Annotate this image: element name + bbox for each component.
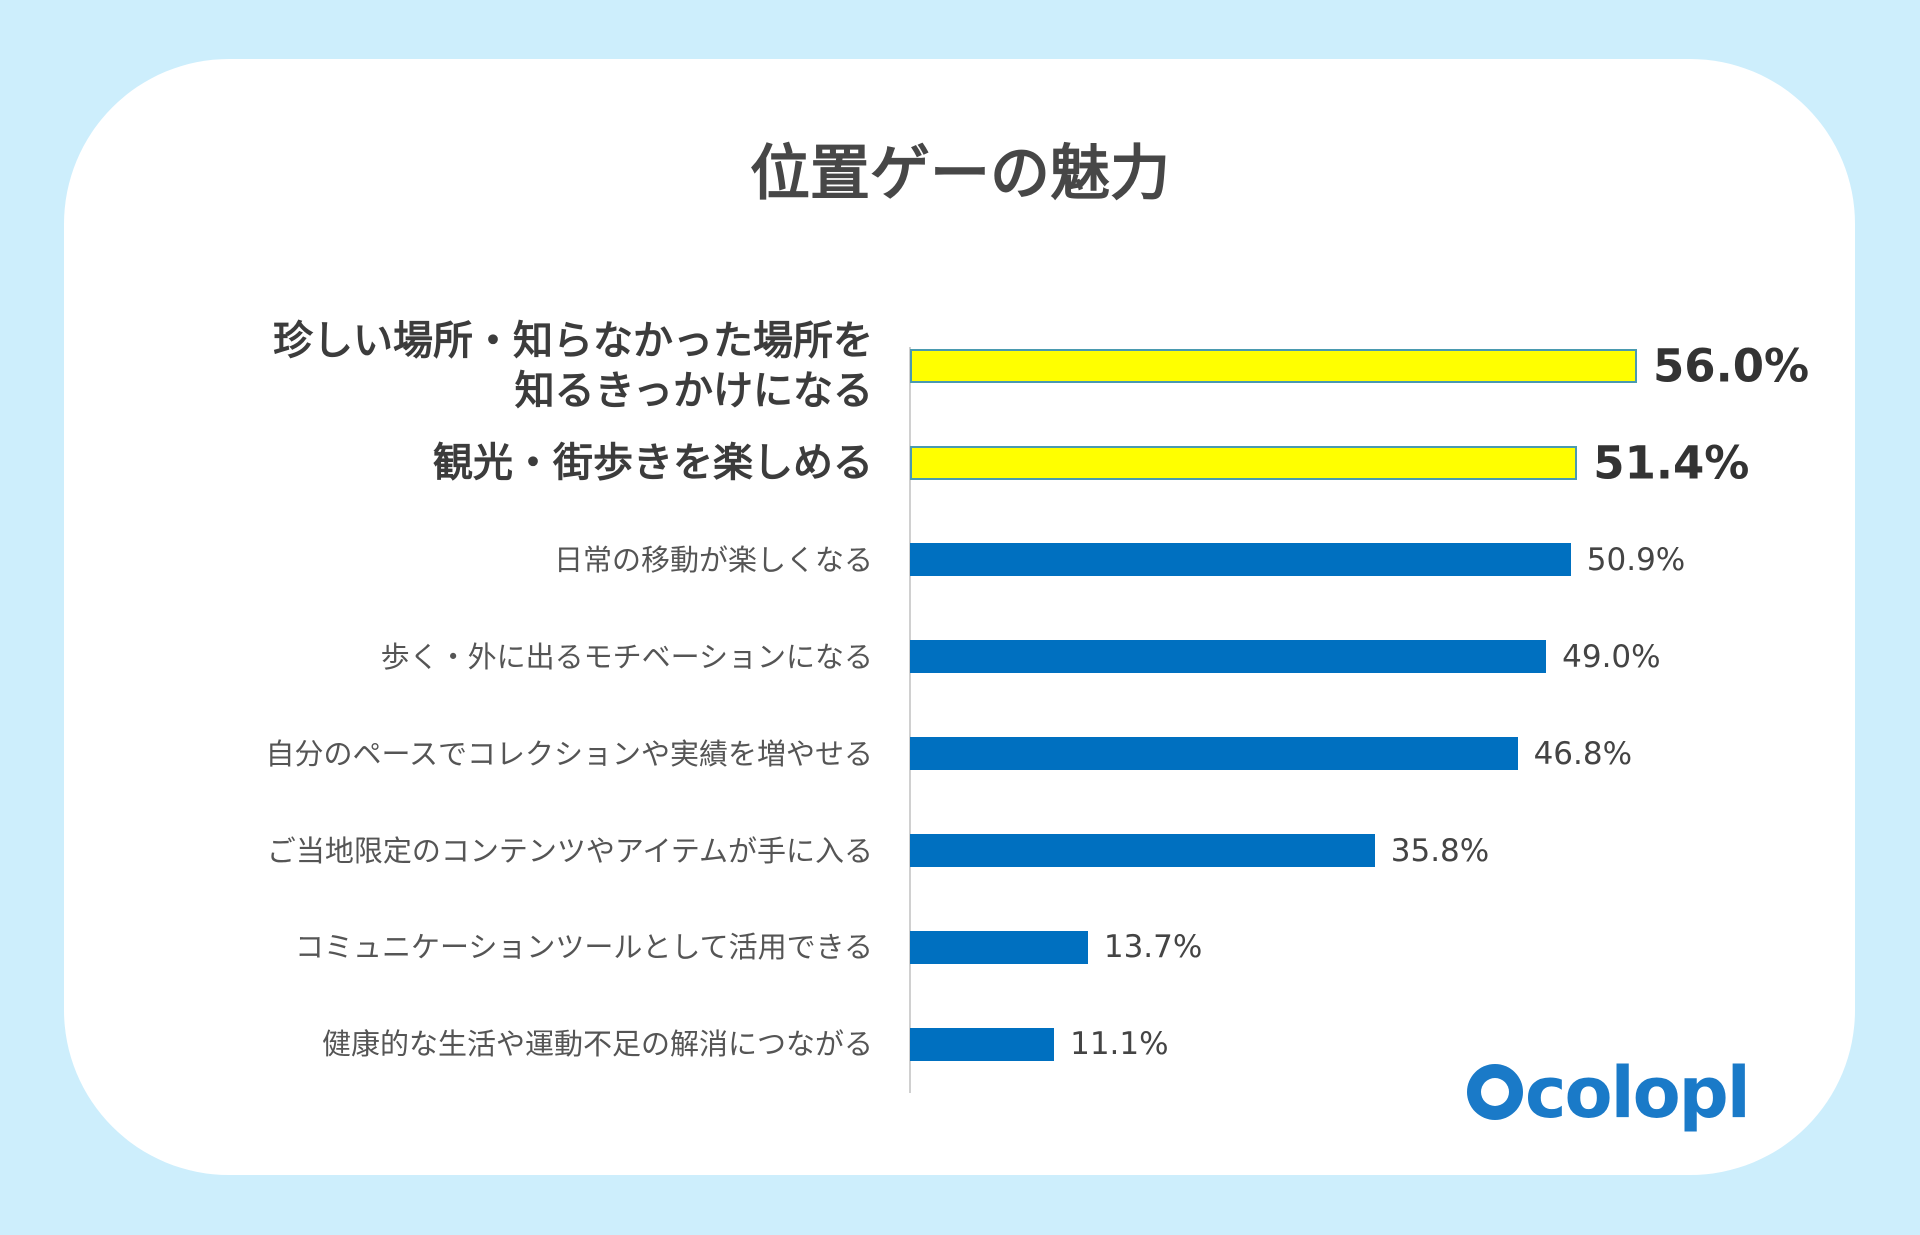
value-label: 35.8% [1390,832,1490,869]
category-label: コミュニケーションツールとして活用できる [295,930,873,965]
category-label: ご当地限定のコンテンツやアイテムが手に入る [266,833,873,868]
value-label: 11.1% [1070,1026,1169,1063]
category-label: 健康的な生活や運動不足の解消につながる [321,1027,873,1062]
bar [910,1027,1055,1061]
bar [910,445,1578,480]
bar [910,930,1088,964]
bar [910,640,1547,674]
value-label: 50.9% [1586,541,1686,578]
bar [910,834,1375,867]
card [64,59,1855,1175]
category-label: 日常の移動が楽しくなる [553,542,873,577]
logo-icon [1467,1064,1523,1120]
value-label: 51.4% [1593,436,1750,490]
category-label: 珍しい場所・知らなかった場所を 知るきっかけになる [273,318,873,414]
logo-text: colopl [1525,1052,1751,1134]
bar [910,737,1518,771]
bar [910,543,1571,577]
value-label: 46.8% [1533,735,1633,772]
bar [910,349,1637,383]
category-label: 歩く・外に出るモチベーションになる [380,639,873,674]
category-axis [909,347,911,1093]
chart-title: 位置ゲーの魅力 [750,139,1170,209]
category-label: 自分のペースでコレクションや実績を増やせる [265,736,873,771]
value-label: 13.7% [1103,929,1203,966]
value-label: 56.0% [1653,339,1810,393]
category-label: 観光・街歩きを楽しめる [433,439,873,486]
value-label: 49.0% [1562,638,1661,675]
